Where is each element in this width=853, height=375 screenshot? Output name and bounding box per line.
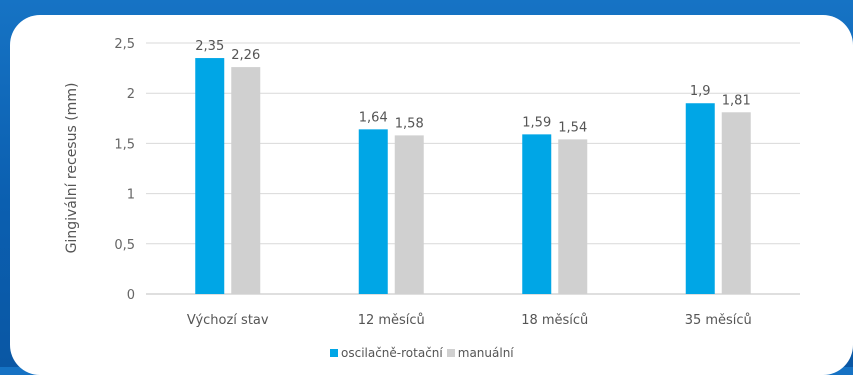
- data-label: 2,26: [231, 48, 260, 63]
- category-label: 35 měsíců: [685, 313, 752, 328]
- y-tick-label: 1,5: [114, 137, 135, 152]
- category-label: Výchozí stav: [187, 313, 269, 328]
- bar-series-1: [358, 129, 388, 294]
- bar-series-2: [231, 67, 261, 294]
- legend-swatch-series-1: [330, 349, 338, 357]
- legend-label-series-1: oscilačně-rotační: [341, 346, 443, 360]
- data-labels: 2,35 2,26 1,64 1,58 1,59 1,54 1,9 1,81: [195, 39, 750, 135]
- legend-item-series-1: oscilačně-rotační: [330, 346, 443, 360]
- legend-swatch-series-2: [446, 349, 455, 357]
- legend-item-series-2: manuální: [446, 346, 514, 360]
- bar-series-2: [558, 139, 588, 294]
- data-label: 1,9: [690, 84, 711, 99]
- bar-series-2: [721, 112, 751, 294]
- bar-series-1: [685, 103, 715, 295]
- y-tick-label: 2,5: [114, 37, 135, 52]
- y-tick-label: 1: [127, 188, 135, 203]
- y-tick-label: 0,5: [114, 238, 135, 253]
- bars: [195, 58, 751, 295]
- category-label: 12 měsíců: [358, 313, 425, 328]
- legend: oscilačně-rotační manuální: [330, 345, 518, 361]
- y-tick-labels: 0 0,5 1 1,5 2 2,5: [114, 37, 135, 303]
- data-label: 1,81: [722, 93, 751, 108]
- y-axis-label: Gingivální recesus (mm): [64, 83, 80, 254]
- data-label: 2,35: [195, 39, 224, 54]
- data-label: 1,54: [558, 120, 587, 135]
- bar-series-1: [522, 134, 552, 294]
- data-label: 1,58: [395, 116, 424, 131]
- bar-series-1: [195, 58, 225, 295]
- bar-series-2: [394, 135, 424, 294]
- data-label: 1,59: [522, 115, 551, 130]
- category-label: 18 měsíců: [521, 313, 588, 328]
- bar-chart: 0 0,5 1 1,5 2 2,5 2,35 2,26 1,64 1,58 1,59 1,54 1,9…: [64, 37, 800, 328]
- data-label: 1,64: [359, 110, 388, 125]
- legend-label-series-2: manuální: [457, 346, 514, 360]
- y-tick-label: 2: [127, 87, 135, 102]
- category-labels: Výchozí stav 12 měsíců 18 měsíců 35 měsíců: [187, 313, 752, 328]
- y-tick-label: 0: [127, 288, 135, 303]
